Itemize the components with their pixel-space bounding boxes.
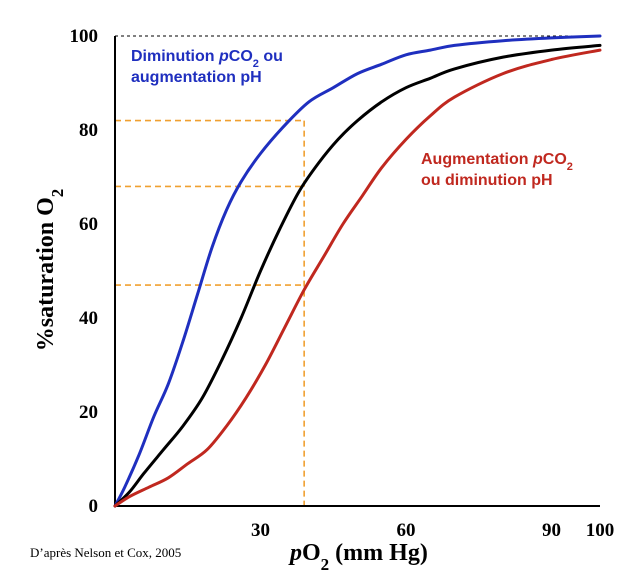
tick-labels: 0 20 40 60 80 100 30 60 90 100 xyxy=(70,26,615,541)
right-shift-annotation: Augmentation pCO2 xyxy=(421,151,573,173)
source-note: D’après Nelson et Cox, 2005 xyxy=(30,545,181,560)
right-note-line1-main: CO xyxy=(543,151,567,168)
x-axis-title: pO2 (mm Hg) xyxy=(288,540,428,572)
y-tick-label-100: 100 xyxy=(70,26,99,47)
x-tick-label-100: 100 xyxy=(586,520,615,541)
y-tick-label-20: 20 xyxy=(79,402,98,423)
left-shift-annotation-line2: augmentation pH xyxy=(131,69,262,86)
series-line-middle xyxy=(113,43,602,508)
y-axis-title-sub: 2 xyxy=(48,189,67,198)
left-note-line1-start: Diminution xyxy=(131,48,219,65)
left-note-line1-sub: 2 xyxy=(253,58,259,70)
right-shift-annotation-line2: ou diminution pH xyxy=(421,172,553,189)
series-line-left xyxy=(113,34,602,508)
y-tick-label-0: 0 xyxy=(89,496,99,517)
y-axis-title-main: %saturation O xyxy=(33,197,59,351)
x-axis-title-main: O xyxy=(302,540,321,566)
left-note-line1-italic: p xyxy=(218,48,229,65)
right-note-line1-start: Augmentation xyxy=(421,151,533,168)
x-axis-title-suffix: (mm Hg) xyxy=(329,540,428,566)
x-tick-label-90: 90 xyxy=(542,520,561,541)
y-tick-label-60: 60 xyxy=(79,214,98,235)
series-line-right xyxy=(113,48,602,508)
y-axis-title: %saturation O2 xyxy=(33,189,67,352)
right-note-line1-italic: p xyxy=(532,151,543,168)
x-axis-title-prefix: p xyxy=(288,540,302,566)
axes xyxy=(114,36,600,507)
left-note-line1-end: ou xyxy=(259,48,283,65)
left-shift-annotation: Diminution pCO2 ou xyxy=(131,48,283,70)
x-tick-label-30: 30 xyxy=(251,520,270,541)
right-note-line1-sub: 2 xyxy=(567,161,573,173)
y-tick-label-80: 80 xyxy=(79,120,98,141)
y-tick-label-40: 40 xyxy=(79,308,98,329)
series-group xyxy=(113,34,602,508)
x-tick-label-60: 60 xyxy=(397,520,416,541)
left-note-line1-main: CO xyxy=(229,48,253,65)
x-axis-title-sub: 2 xyxy=(321,555,330,572)
